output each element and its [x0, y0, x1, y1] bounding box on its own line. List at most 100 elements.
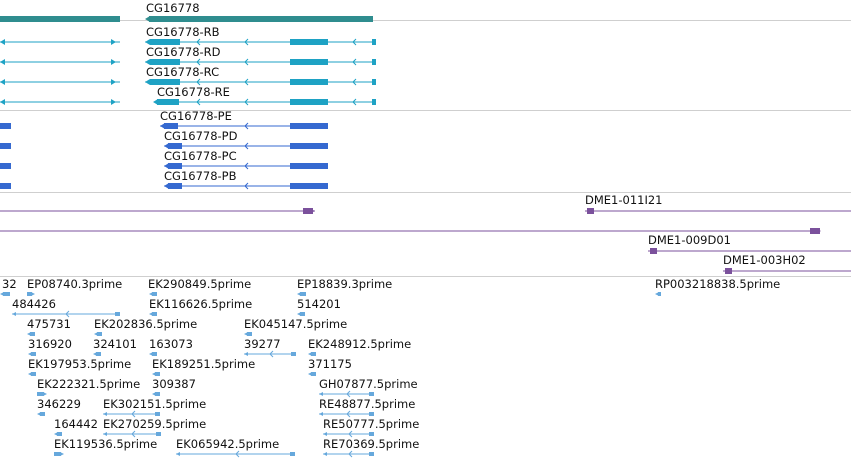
- est-glyph: [54, 452, 61, 456]
- est-arrow: [31, 292, 35, 296]
- est-glyph: [57, 432, 62, 436]
- est-end: [155, 412, 160, 416]
- transcript-exon: [0, 99, 5, 105]
- est-arrow: [103, 432, 107, 436]
- clone-end: [587, 208, 594, 214]
- est-label: RP003218838.5prime: [655, 277, 781, 291]
- transcript-start-arrow: [153, 99, 158, 105]
- intron-chevron: [244, 58, 249, 66]
- protein-start-arrow: [164, 143, 169, 149]
- est-label: EK065942.5prime: [176, 437, 280, 451]
- protein-exon: [168, 163, 182, 169]
- transcript-cds-exon: [290, 39, 328, 45]
- protein-start-arrow: [0, 163, 5, 169]
- transcript-start-arrow: [145, 79, 150, 85]
- gene-bar: [149, 16, 373, 22]
- transcript-label: CG16778-RC: [146, 65, 220, 79]
- est-label: EK270259.5prime: [103, 417, 207, 431]
- transcript-utr-exon: [372, 99, 376, 105]
- protein-label: CG16778-PB: [164, 169, 237, 183]
- est-label: RE70369.5prime: [323, 437, 420, 451]
- transcript-cds-exon: [150, 59, 180, 65]
- transcript-start-arrow: [145, 39, 150, 45]
- protein-exon: [0, 123, 11, 129]
- est-label: 371175: [308, 357, 352, 371]
- est-end: [369, 452, 374, 456]
- transcript-label: CG16778-RB: [146, 25, 220, 39]
- est-glyph: [27, 292, 32, 296]
- transcript-utr-exon: [372, 39, 376, 45]
- est-arrow: [43, 392, 47, 396]
- est-label: EK202836.5prime: [94, 317, 198, 331]
- est-end: [115, 312, 120, 316]
- est-end: [290, 452, 295, 456]
- est-label: EK116626.5prime: [149, 297, 253, 311]
- protein-start-arrow: [0, 143, 5, 149]
- protein-exon: [0, 183, 11, 189]
- transcript-exon: [0, 79, 5, 85]
- est-glyph: [30, 332, 35, 336]
- est-glyph: [155, 392, 160, 396]
- intron-chevron: [196, 78, 201, 86]
- clone-arrow: [311, 209, 315, 213]
- protein-exon: [290, 143, 328, 149]
- intron-chevron: [244, 142, 249, 150]
- protein-exon: [0, 163, 11, 169]
- est-glyph: [37, 392, 44, 396]
- intron-chevron: [348, 450, 353, 458]
- est-label: 484426: [12, 297, 56, 311]
- est-label: 514201: [297, 297, 341, 311]
- clone-label: DME1-011I21: [585, 193, 663, 207]
- transcript-label: CG16778-RE: [157, 85, 230, 99]
- est-label: 324101: [93, 337, 137, 351]
- clone-end: [303, 208, 313, 214]
- intron-chevron: [65, 310, 70, 318]
- intron-chevron: [352, 98, 357, 106]
- protein-start-arrow: [0, 123, 5, 129]
- protein-exon: [290, 123, 328, 129]
- est-glyph: [300, 292, 306, 296]
- protein-label: CG16778-PC: [164, 149, 237, 163]
- transcript-exon: [111, 79, 116, 85]
- protein-start-arrow: [164, 163, 169, 169]
- clone-end: [810, 228, 820, 234]
- est-glyph: [96, 352, 101, 356]
- est-arrow: [60, 452, 64, 456]
- transcript-cds-exon: [290, 59, 328, 65]
- est-end: [369, 412, 374, 416]
- protein-exon: [290, 163, 328, 169]
- clone-label: DME1-009D01: [648, 233, 731, 247]
- est-label: EK222321.5prime: [37, 377, 141, 391]
- est-label: 346229: [37, 397, 81, 411]
- est-glyph: [311, 352, 316, 356]
- transcript-utr-exon: [372, 79, 376, 85]
- est-arrow: [323, 452, 327, 456]
- est-glyph: [97, 332, 102, 336]
- gene-label: CG16778: [146, 1, 200, 15]
- est-arrow: [319, 392, 323, 396]
- est-label: EK290849.5prime: [148, 277, 252, 291]
- protein-exon: [168, 183, 182, 189]
- est-label: EK302151.5prime: [103, 397, 207, 411]
- est-label: 163073: [149, 337, 193, 351]
- intron-chevron: [196, 38, 201, 46]
- est-arrow: [244, 352, 248, 356]
- intron-chevron: [196, 58, 201, 66]
- est-label: EP08740.3prime: [27, 277, 123, 291]
- clone-end: [650, 248, 657, 254]
- intron-chevron: [346, 410, 351, 418]
- est-label: RE50777.5prime: [323, 417, 420, 431]
- est-arrow: [12, 312, 16, 316]
- est-glyph: [155, 372, 160, 376]
- transcript-exon: [0, 59, 5, 65]
- est-label: 475731: [27, 317, 71, 331]
- transcript-utr-exon: [372, 59, 376, 65]
- est-label: EK119536.5prime: [54, 437, 158, 451]
- clone-end: [725, 268, 732, 274]
- est-glyph: [3, 292, 10, 296]
- protein-label: CG16778-PD: [164, 129, 238, 143]
- transcript-start-arrow: [145, 59, 150, 65]
- est-glyph: [311, 372, 316, 376]
- transcript-exon: [0, 39, 5, 45]
